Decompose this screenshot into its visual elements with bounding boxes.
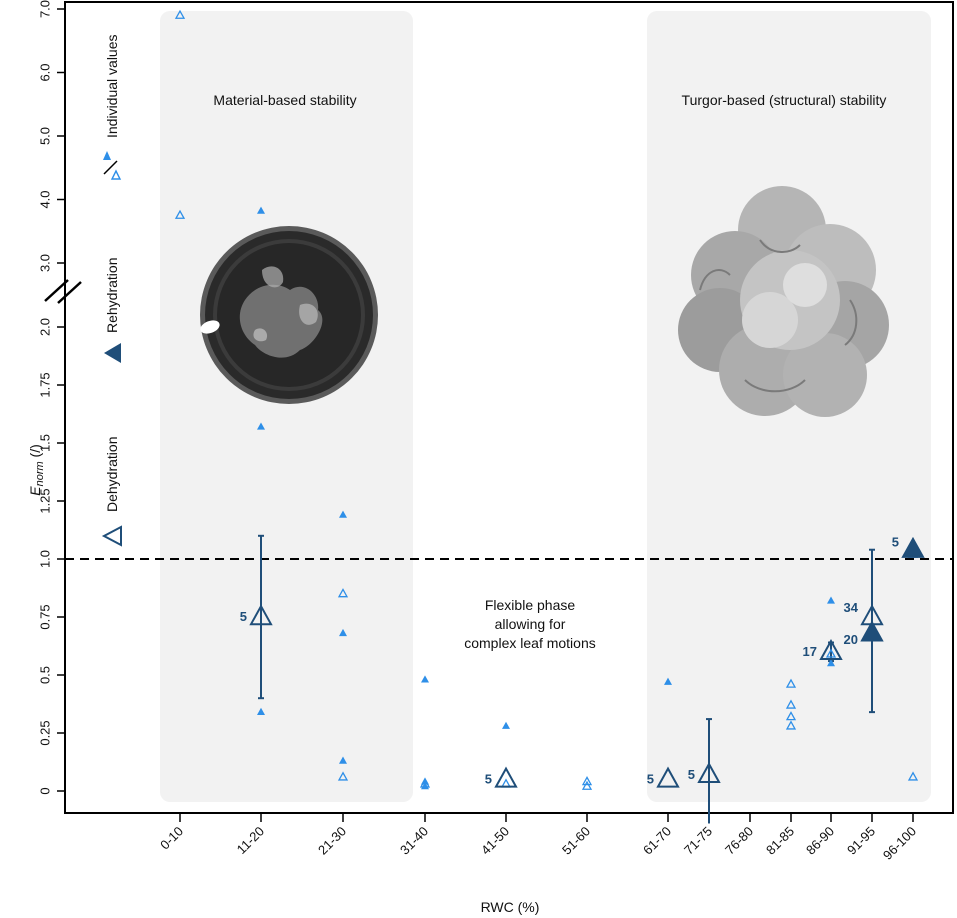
x-tick-label-10: 86-90 <box>803 824 837 858</box>
legend-individual-divider <box>103 160 118 175</box>
count-label-2-4: 17 <box>803 644 817 659</box>
count-label-2-5: 34 <box>844 600 859 615</box>
point-1-10 <box>664 677 672 685</box>
point-1-5 <box>339 756 347 764</box>
y-tick-label-upper-1: 4.0 <box>37 190 52 208</box>
point-2-2 <box>656 766 680 788</box>
count-label-2-0: 5 <box>240 609 247 624</box>
x-tick-label-0: 0-10 <box>157 824 186 853</box>
point-3-0 <box>860 620 884 642</box>
point-1-9 <box>502 721 510 729</box>
legend-individual-filled-marker <box>103 151 111 160</box>
point-2-1 <box>494 766 518 788</box>
y-tick-label-lower-0: 0 <box>37 787 52 794</box>
point-0-3 <box>337 771 349 781</box>
point-1-2 <box>257 707 265 715</box>
x-tick-label-4: 41-50 <box>478 824 512 858</box>
point-0-8 <box>785 678 797 688</box>
x-tick-label-11: 91-95 <box>844 824 878 858</box>
point-1-1 <box>257 422 265 430</box>
point-2-4 <box>819 638 843 660</box>
y-axis-title-main: E <box>27 486 43 496</box>
legend-individual-open-marker <box>110 169 122 180</box>
point-1-7 <box>421 777 429 785</box>
legend-rehydration-marker <box>104 343 121 363</box>
legend-rehydration-label: Rehydration <box>104 258 120 334</box>
count-label-2-1: 5 <box>485 771 492 786</box>
x-tick-label-5: 51-60 <box>559 824 593 858</box>
legend: Individual values Rehydration Dehydratio… <box>101 34 122 547</box>
point-0-7 <box>581 780 593 790</box>
y-tick-label-lower-1: 0.25 <box>37 720 52 745</box>
y-tick-label-upper-3: 6.0 <box>37 63 52 81</box>
count-label-3-0: 20 <box>844 632 858 647</box>
x-tick-label-7: 71-75 <box>681 824 715 858</box>
point-3-1 <box>901 536 925 558</box>
point-1-3 <box>339 510 347 518</box>
point-1-11 <box>827 596 835 604</box>
point-0-2 <box>337 588 349 598</box>
point-0-10 <box>785 711 797 721</box>
y-tick-label-upper-2: 5.0 <box>37 127 52 145</box>
y-tick-label-lower-4: 1.0 <box>37 550 52 568</box>
y-tick-label-lower-5: 1.25 <box>37 488 52 513</box>
y-tick-label-lower-2: 0.5 <box>37 666 52 684</box>
x-tick-label-2: 21-30 <box>315 824 349 858</box>
point-0-0 <box>174 9 186 19</box>
count-labels: 5 5 5 5 17 34 20 5 <box>240 535 899 787</box>
point-2-0 <box>249 604 273 626</box>
x-axis-title: RWC (%) <box>481 899 540 915</box>
point-0-14 <box>907 771 919 781</box>
legend-dehydration-label: Dehydration <box>104 437 120 513</box>
data-points <box>174 9 925 790</box>
y-axis-title-sub: norm <box>34 461 46 486</box>
point-0-12 <box>825 648 837 658</box>
point-0-6 <box>581 776 593 786</box>
region-turgor-label: Turgor-based (structural) stability <box>682 92 887 108</box>
y-axis-title-unit: (/) <box>27 444 43 461</box>
point-0-9 <box>785 699 797 709</box>
count-label-2-3: 5 <box>688 767 695 782</box>
point-0-11 <box>785 720 797 730</box>
flexible-phase-line-3: complex leaf motions <box>464 635 596 651</box>
count-label-3-1: 5 <box>892 535 899 550</box>
x-tick-label-12: 96-100 <box>880 824 919 863</box>
dried-plant-photo <box>200 226 378 404</box>
region-material-panel <box>160 11 413 802</box>
point-0-1 <box>174 209 186 219</box>
x-tick-label-3: 31-40 <box>397 824 431 858</box>
point-2-3 <box>697 761 721 783</box>
x-tick-label-9: 81-85 <box>763 824 797 858</box>
y-axis: 0 0.25 0.5 0.75 1.0 1.25 1.5 1.75 2.0 3.0 4.0 5.0 6.… <box>37 0 65 795</box>
y-tick-label-lower-7: 1.75 <box>37 372 52 397</box>
y-axis-title: Enorm (/) <box>27 444 46 496</box>
axis-break <box>44 279 82 304</box>
y-tick-label-upper-4: 7.0 <box>37 0 52 18</box>
hydrated-plant-photo <box>678 186 889 417</box>
count-label-2-2: 5 <box>647 771 654 786</box>
point-1-0 <box>257 206 265 214</box>
point-1-6 <box>421 675 429 683</box>
region-material-label: Material-based stability <box>213 92 356 108</box>
point-1-8 <box>421 782 429 790</box>
point-1-12 <box>827 659 835 667</box>
point-1-4 <box>339 628 347 637</box>
y-tick-label-lower-6: 1.5 <box>37 434 52 452</box>
y-tick-label-lower-3: 0.75 <box>37 604 52 629</box>
x-axis: 0-10 11-20 21-30 31-40 41-50 51-60 61-70 71-75 7… <box>157 813 919 863</box>
flexible-phase-line-2: allowing for <box>495 616 566 632</box>
flexible-phase-line-1: Flexible phase <box>485 597 575 613</box>
x-tick-label-8: 76-80 <box>722 824 756 858</box>
y-tick-label-upper-0: 3.0 <box>37 254 52 272</box>
x-tick-label-1: 11-20 <box>234 824 267 857</box>
y-tick-label-lower-8: 2.0 <box>37 318 52 336</box>
plot-frame <box>64 1 954 814</box>
legend-individual-label: Individual values <box>104 34 120 138</box>
x-tick-label-6: 61-70 <box>640 824 674 858</box>
legend-dehydration-marker <box>101 525 122 547</box>
